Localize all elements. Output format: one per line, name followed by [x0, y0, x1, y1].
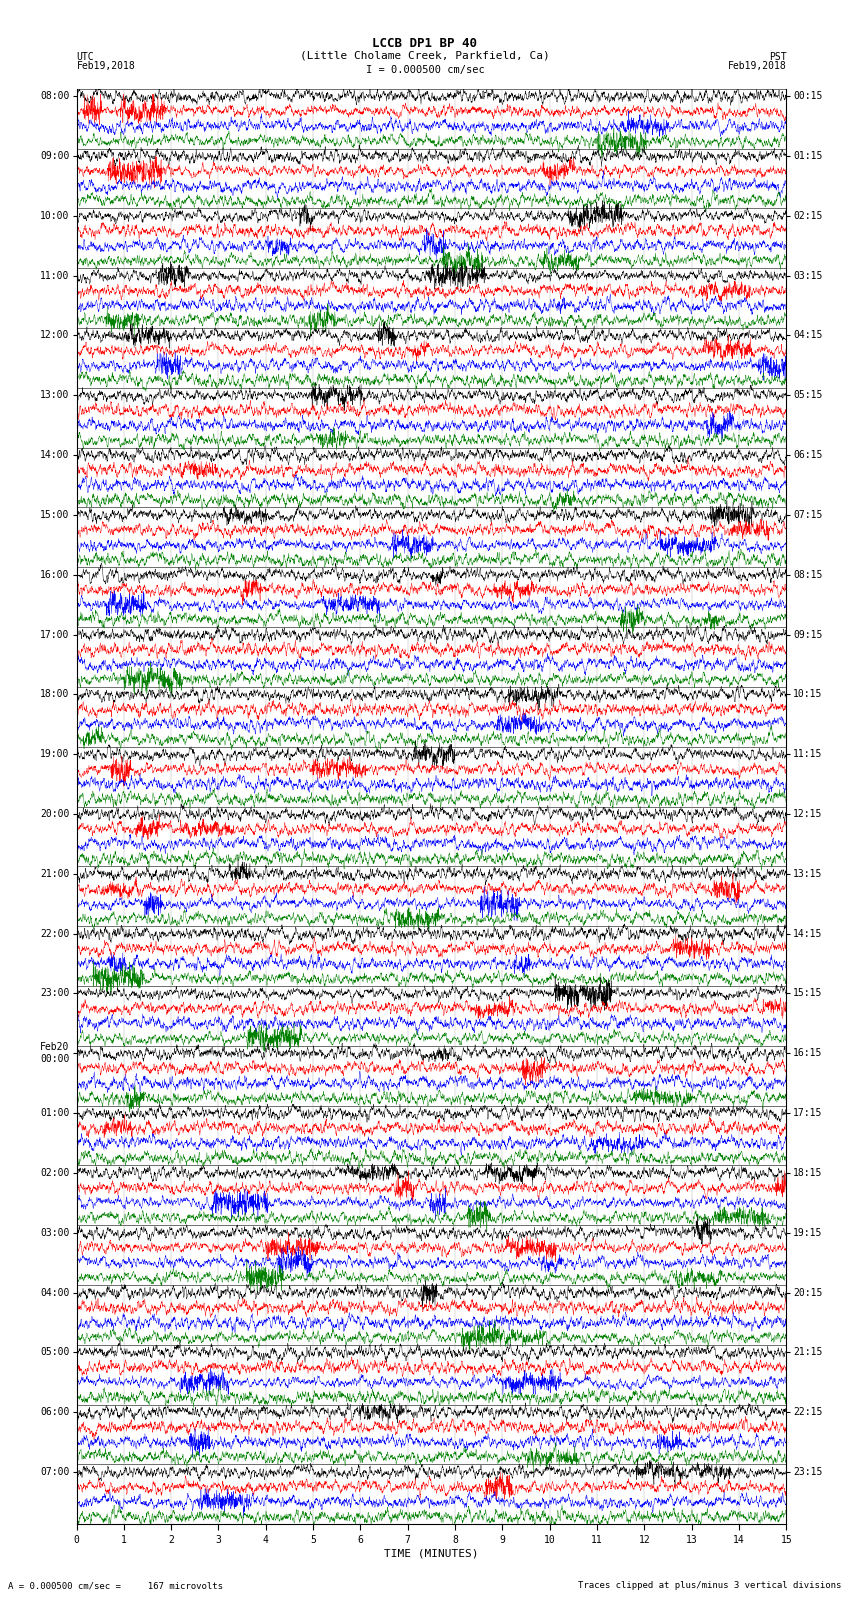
Text: (Little Cholame Creek, Parkfield, Ca): (Little Cholame Creek, Parkfield, Ca) — [300, 50, 550, 60]
Text: UTC: UTC — [76, 52, 94, 61]
Text: I = 0.000500 cm/sec: I = 0.000500 cm/sec — [366, 65, 484, 74]
Text: PST: PST — [768, 52, 786, 61]
Text: LCCB DP1 BP 40: LCCB DP1 BP 40 — [372, 37, 478, 50]
Text: A = 0.000500 cm/sec =     167 microvolts: A = 0.000500 cm/sec = 167 microvolts — [8, 1581, 224, 1590]
Text: Traces clipped at plus/minus 3 vertical divisions: Traces clipped at plus/minus 3 vertical … — [578, 1581, 842, 1590]
Text: Feb19,2018: Feb19,2018 — [728, 61, 786, 71]
X-axis label: TIME (MINUTES): TIME (MINUTES) — [384, 1548, 479, 1558]
Text: Feb19,2018: Feb19,2018 — [76, 61, 135, 71]
